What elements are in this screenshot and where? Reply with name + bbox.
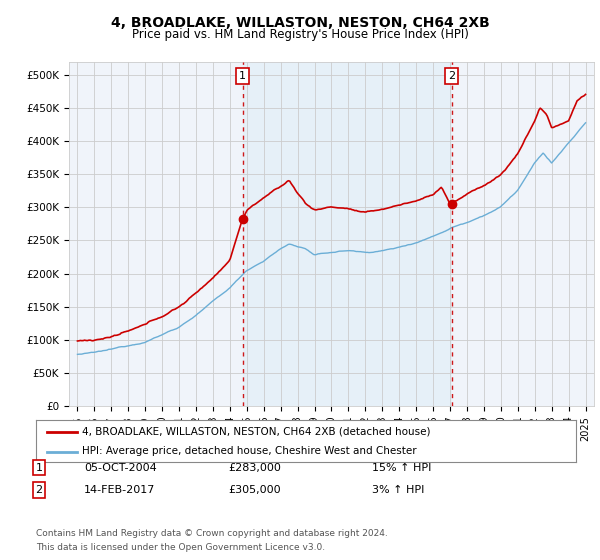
Text: 15% ↑ HPI: 15% ↑ HPI (372, 463, 431, 473)
Text: 1: 1 (239, 71, 246, 81)
Bar (242, 62, 452, 406)
Text: 3% ↑ HPI: 3% ↑ HPI (372, 485, 424, 495)
Text: 1: 1 (35, 463, 43, 473)
Text: HPI: Average price, detached house, Cheshire West and Chester: HPI: Average price, detached house, Ches… (82, 446, 416, 456)
Text: 4, BROADLAKE, WILLASTON, NESTON, CH64 2XB: 4, BROADLAKE, WILLASTON, NESTON, CH64 2X… (110, 16, 490, 30)
Text: Contains HM Land Registry data © Crown copyright and database right 2024.: Contains HM Land Registry data © Crown c… (36, 529, 388, 538)
Text: 2: 2 (448, 71, 455, 81)
Text: 14-FEB-2017: 14-FEB-2017 (84, 485, 155, 495)
Text: 05-OCT-2004: 05-OCT-2004 (84, 463, 157, 473)
Text: Price paid vs. HM Land Registry's House Price Index (HPI): Price paid vs. HM Land Registry's House … (131, 28, 469, 41)
Text: 4, BROADLAKE, WILLASTON, NESTON, CH64 2XB (detached house): 4, BROADLAKE, WILLASTON, NESTON, CH64 2X… (82, 427, 430, 437)
Text: 2: 2 (35, 485, 43, 495)
Text: This data is licensed under the Open Government Licence v3.0.: This data is licensed under the Open Gov… (36, 543, 325, 552)
Text: £305,000: £305,000 (228, 485, 281, 495)
Text: £283,000: £283,000 (228, 463, 281, 473)
